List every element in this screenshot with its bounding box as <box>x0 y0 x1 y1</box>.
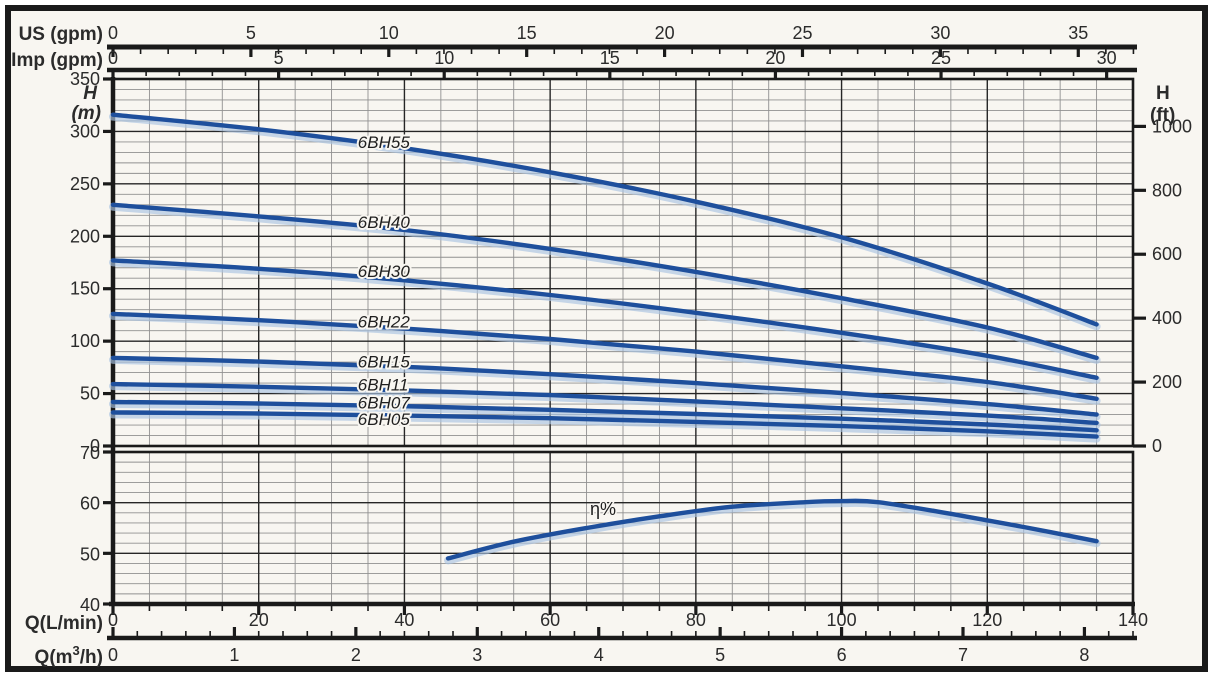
q-lmin-tick-label: 120 <box>972 610 1002 630</box>
curve-6BH55 <box>110 112 1099 327</box>
us-axis-title: US (gpm) <box>19 24 103 45</box>
q-m3h-tick-label: 0 <box>108 645 118 665</box>
q-lmin-tick-label: 140 <box>1118 610 1148 630</box>
q-lmin-tick-label: 20 <box>249 610 269 630</box>
major-grid-layer <box>113 79 1133 604</box>
h-ft-tick-label: 0 <box>1152 436 1162 456</box>
curve-6BH30 <box>110 258 1099 380</box>
q-lmin-tick-label: 80 <box>686 610 706 630</box>
curve-label-6BH15: 6BH15 <box>358 352 411 371</box>
us-tick-label: 30 <box>930 23 950 43</box>
curve-label-6BH40: 6BH40 <box>358 213 411 232</box>
q-lmin-tick-label: 0 <box>108 610 118 630</box>
h-m-tick-label: 100 <box>70 331 100 351</box>
curve-label-6BH07: 6BH07 <box>358 393 411 412</box>
us-tick-label: 5 <box>246 23 256 43</box>
h-ft-axis-unit: (ft) <box>1150 105 1175 126</box>
curve-label-6BH55: 6BH55 <box>358 133 411 152</box>
eta-tick-label: 70 <box>80 443 100 463</box>
imp-tick-label: 0 <box>108 48 118 68</box>
curve-label-6BH05: 6BH05 <box>358 410 411 429</box>
h-m-tick-label: 250 <box>70 174 100 194</box>
eta-tick-label: 60 <box>80 494 100 514</box>
imp-tick-label: 25 <box>931 48 951 68</box>
q-lmin-axis-title: Q(L/min) <box>25 613 103 634</box>
h-ft-tick-label: 600 <box>1152 244 1182 264</box>
curve-efficiency <box>445 498 1099 561</box>
q-m3h-tick-label: 6 <box>837 645 847 665</box>
h-m-tick-label: 50 <box>80 384 100 404</box>
h-m-tick-label: 300 <box>70 121 100 141</box>
us-tick-label: 25 <box>792 23 812 43</box>
chart-frame <box>5 5 1208 672</box>
imp-tick-label: 30 <box>1097 48 1117 68</box>
imp-tick-label: 5 <box>274 48 284 68</box>
h-m-tick-label: 350 <box>70 69 100 89</box>
axis-layer <box>103 44 1146 641</box>
q-m3h-suffix: /h) <box>80 647 103 668</box>
q-m3h-prefix: Q(m <box>35 647 73 668</box>
eta-tick-label: 40 <box>80 595 100 615</box>
curve-6BH07 <box>110 399 1099 433</box>
q-m3h-tick-label: 4 <box>594 645 604 665</box>
h-ft-tick-label: 1000 <box>1152 116 1192 136</box>
us-tick-label: 15 <box>517 23 537 43</box>
us-tick-label: 35 <box>1068 23 1088 43</box>
h-ft-tick-label: 400 <box>1152 308 1182 328</box>
h-m-tick-label: 150 <box>70 279 100 299</box>
q-lmin-tick-label: 60 <box>540 610 560 630</box>
h-ft-tick-label: 800 <box>1152 180 1182 200</box>
curve-6BH11 <box>110 381 1099 426</box>
h-ft-tick-label: 200 <box>1152 372 1182 392</box>
curve-layer <box>109 112 1101 565</box>
curve-label-6BH22: 6BH22 <box>358 313 411 332</box>
q-m3h-axis-title: Q(m3/h) <box>35 643 103 668</box>
curve-label-6BH11: 6BH11 <box>358 375 409 394</box>
curve-label-6BH30: 6BH30 <box>358 262 411 281</box>
imp-tick-label: 20 <box>765 48 785 68</box>
eta-tick-label: 50 <box>80 544 100 564</box>
h-m-axis-unit: (m) <box>71 103 101 124</box>
curve-6BH22 <box>110 311 1099 401</box>
imp-tick-label: 15 <box>600 48 620 68</box>
h-m-tick-label: 200 <box>70 226 100 246</box>
us-tick-label: 0 <box>108 23 118 43</box>
efficiency-curve-label: η% <box>590 499 616 519</box>
q-m3h-tick-label: 2 <box>351 645 361 665</box>
q-m3h-tick-label: 7 <box>958 645 968 665</box>
q-m3h-tick-label: 8 <box>1079 645 1089 665</box>
curve-6BH05 <box>110 410 1099 439</box>
q-lmin-tick-label: 40 <box>394 610 414 630</box>
q-m3h-tick-label: 1 <box>229 645 239 665</box>
imp-axis-title: Imp (gpm) <box>11 50 103 71</box>
q-m3h-superscript: 3 <box>73 643 80 658</box>
us-tick-label: 10 <box>379 23 399 43</box>
q-lmin-tick-label: 100 <box>827 610 857 630</box>
h-m-axis-symbol: H <box>83 83 98 104</box>
h-ft-axis-symbol: H <box>1156 83 1170 104</box>
curve-6BH40 <box>110 202 1099 361</box>
curve-6BH15 <box>110 355 1099 417</box>
tick-label-layer: 0 5 10 15 20 25 30 350 5 10 15 20 25 300 20 40 60 80 100 12… <box>70 23 1192 665</box>
q-m3h-tick-label: 3 <box>472 645 482 665</box>
h-m-tick-label: 0 <box>90 436 100 456</box>
imp-tick-label: 10 <box>434 48 454 68</box>
q-m3h-tick-label: 5 <box>715 645 725 665</box>
us-tick-label: 20 <box>655 23 675 43</box>
